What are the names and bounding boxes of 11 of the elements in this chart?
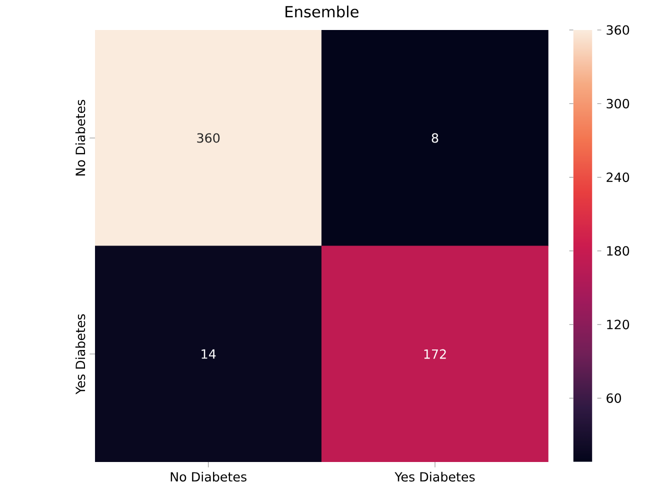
chart-title: Ensemble: [286, 6, 358, 18]
color-bar-label: 300: [606, 98, 630, 108]
data-label: 360: [197, 133, 220, 143]
color-bar-label: 360: [606, 25, 630, 35]
data-label: 8: [432, 133, 438, 143]
color-bar-label: 60: [606, 393, 622, 403]
color-bar-label: 120: [607, 320, 630, 330]
color-bar-label: 240: [606, 172, 630, 182]
color-bar-label: 180: [607, 246, 630, 256]
data-label: 14: [202, 349, 216, 359]
data-label: 172: [424, 349, 446, 359]
